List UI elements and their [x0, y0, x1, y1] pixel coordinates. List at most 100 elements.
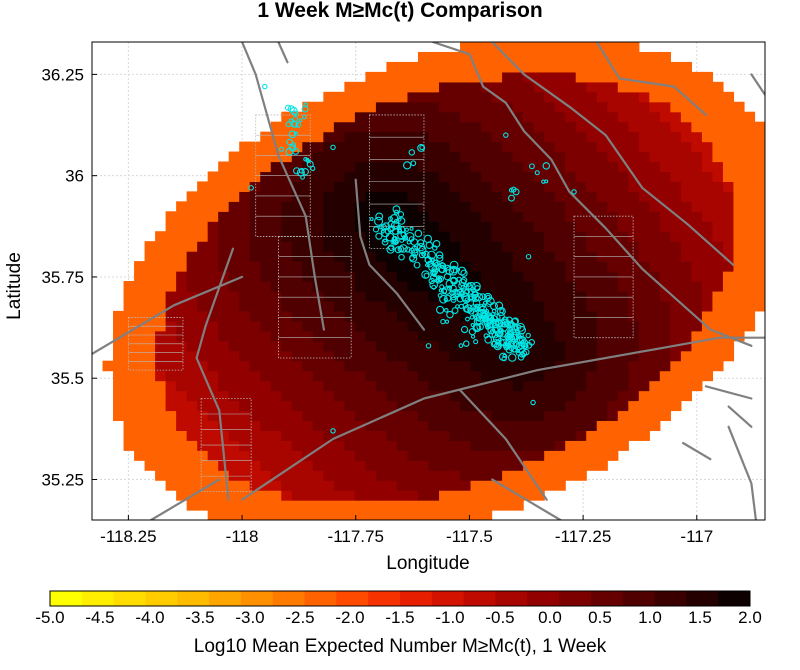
earthquake-marker — [409, 226, 414, 231]
heatmap-cell — [617, 181, 629, 192]
heatmap-cell — [270, 201, 282, 212]
heatmap-cell — [712, 350, 724, 362]
heatmap-cell — [659, 310, 671, 322]
heatmap-cell — [281, 221, 293, 232]
heatmap-cell — [439, 111, 451, 123]
heatmap-cell — [575, 81, 587, 93]
heatmap-cell — [407, 350, 419, 362]
heatmap-cell — [670, 360, 682, 372]
heatmap-cell — [176, 310, 188, 322]
heatmap-cell — [417, 480, 430, 491]
heatmap-cell — [323, 460, 335, 471]
heatmap-cell — [565, 410, 577, 422]
heatmap-cell — [722, 91, 735, 103]
heatmap-cell — [228, 420, 240, 431]
heatmap-cell — [249, 221, 261, 232]
heatmap-cell — [396, 261, 409, 272]
heatmap-cell — [754, 241, 765, 252]
heatmap-cell — [481, 500, 493, 511]
heatmap-cell — [302, 510, 314, 520]
heatmap-cell — [491, 440, 503, 451]
heatmap-cell — [554, 121, 566, 133]
heatmap-cell — [701, 161, 714, 173]
heatmap-cell — [260, 281, 272, 292]
heatmap-cell — [533, 201, 545, 212]
heatmap-cell — [628, 91, 640, 103]
heatmap-cell — [417, 161, 430, 173]
heatmap-cell — [239, 370, 251, 382]
heatmap-cell — [481, 91, 493, 103]
heatmap-cell — [638, 171, 650, 183]
heatmap-cell — [407, 191, 419, 202]
heatmap-cell — [165, 360, 177, 372]
earthquake-marker — [386, 245, 395, 254]
earthquake-marker — [460, 269, 468, 277]
heatmap-cell — [670, 71, 682, 83]
heatmap-cell — [575, 300, 587, 312]
heatmap-cell — [586, 350, 598, 362]
heatmap-cell — [386, 480, 398, 491]
heatmap-cell — [638, 400, 650, 412]
colorbar-tick-label: -2.0 — [335, 608, 364, 627]
heatmap-cell — [354, 191, 367, 202]
heatmap-cell — [596, 81, 608, 93]
heatmap-cell — [407, 81, 419, 93]
heatmap-cell — [544, 390, 556, 402]
heatmap-cell — [386, 71, 398, 83]
heatmap-cell — [638, 330, 650, 342]
heatmap-cell — [176, 201, 188, 212]
heatmap-cell — [197, 500, 209, 511]
heatmap-cell — [323, 380, 335, 392]
heatmap-cell — [218, 221, 230, 232]
heatmap-cell — [144, 370, 156, 382]
heatmap-cell — [596, 161, 608, 173]
heatmap-cell — [491, 470, 503, 481]
heatmap-cell — [123, 380, 135, 392]
heatmap-cell — [228, 440, 240, 451]
heatmap-cell — [512, 480, 524, 491]
heatmap-cell — [312, 281, 324, 292]
heatmap-cell — [428, 201, 440, 212]
fault-line — [727, 405, 753, 428]
heatmap-cell — [375, 310, 388, 322]
heatmap-cell — [680, 370, 692, 382]
heatmap-cell — [596, 241, 608, 252]
heatmap-cell — [365, 320, 377, 332]
heatmap-cell — [733, 320, 745, 332]
heatmap-cell — [312, 201, 324, 212]
heatmap-cell — [680, 340, 692, 352]
heatmap-cell — [544, 310, 556, 322]
heatmap-cell — [165, 440, 177, 451]
heatmap-cell — [386, 81, 398, 93]
earthquake-marker — [503, 132, 509, 138]
heatmap-cell — [281, 430, 293, 441]
earthquake-marker — [428, 277, 435, 285]
heatmap-cell — [544, 121, 556, 133]
heatmap-cell — [607, 201, 619, 212]
earthquake-marker — [467, 293, 477, 302]
heatmap-cell — [523, 320, 535, 332]
heatmap-cell — [502, 440, 514, 451]
heatmap-cell — [407, 141, 419, 153]
heatmap-cell — [144, 360, 156, 372]
heatmap-cell — [533, 300, 545, 312]
heatmap-cell — [439, 161, 451, 173]
fault-line — [150, 478, 221, 520]
heatmap-cell — [533, 121, 545, 133]
heatmap-cell — [312, 470, 324, 481]
heatmap-cell — [302, 490, 314, 501]
heatmap-cell — [428, 320, 440, 332]
heatmap-cell — [481, 201, 493, 212]
fault-line — [681, 441, 712, 461]
earthquake-marker — [525, 332, 531, 339]
heatmap-cell — [365, 400, 377, 412]
colorbar-swatch — [177, 591, 210, 606]
heatmap-cell — [197, 191, 209, 202]
heatmap-cell — [439, 181, 451, 192]
heatmap-cell — [407, 181, 419, 192]
heatmap-cell — [417, 271, 430, 282]
heatmap-cell — [502, 151, 514, 163]
heatmap-cell — [586, 300, 598, 312]
heatmap-cell — [417, 91, 430, 103]
heatmap-cell — [249, 410, 261, 422]
